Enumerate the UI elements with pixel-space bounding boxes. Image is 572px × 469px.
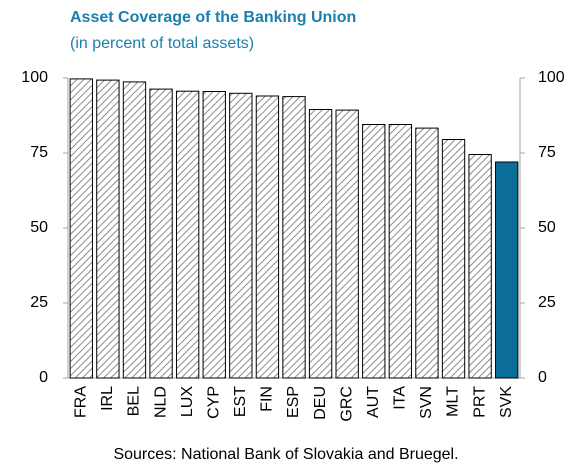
x-tick-label: ESP [285, 386, 302, 418]
bar [229, 92, 253, 379]
x-tick-label: GRC [338, 386, 355, 422]
y-tick-label: 50 [30, 219, 48, 236]
x-tick-label: FRA [73, 386, 90, 418]
bar [441, 139, 466, 379]
bar [122, 81, 147, 379]
bar [255, 95, 280, 379]
y2-tick-label: 100 [538, 69, 565, 86]
y2-tick-label: 25 [538, 294, 556, 311]
x-tick-label: SVN [418, 386, 435, 419]
x-tick-label: MLT [445, 386, 462, 417]
y-tick-label: 75 [30, 144, 48, 161]
y2-tick-label: 0 [538, 369, 547, 386]
bar [149, 88, 173, 379]
x-tick-label: PRT [471, 386, 488, 418]
chart-title: Asset Coverage of the Banking Union [70, 9, 356, 26]
bar [388, 124, 413, 379]
x-tick-label: IRL [99, 386, 116, 411]
x-tick-label: FIN [259, 386, 276, 412]
x-tick-label: BEL [126, 386, 143, 416]
bar [308, 109, 333, 379]
x-tick-label: CYP [205, 386, 222, 419]
bar [362, 124, 386, 379]
x-tick-label: AUT [365, 386, 382, 418]
bar [175, 90, 200, 379]
bar [69, 78, 93, 379]
x-tick-label: EST [232, 386, 249, 417]
x-tick-label: DEU [312, 386, 329, 420]
bar [335, 109, 359, 379]
y-tick-label: 100 [21, 69, 48, 86]
y2-tick-label: 75 [538, 144, 556, 161]
x-tick-label: NLD [152, 386, 169, 418]
bar [96, 79, 120, 379]
bar [202, 91, 226, 379]
x-tick-label: ITA [392, 386, 409, 410]
bar [282, 96, 306, 379]
x-tick-label: SVK [498, 386, 515, 418]
bar [415, 127, 439, 379]
y2-tick-label: 50 [538, 219, 556, 236]
y-tick-label: 25 [30, 294, 48, 311]
bar [495, 161, 519, 379]
bar [468, 154, 492, 379]
chart-subtitle: (in percent of total assets) [70, 35, 254, 52]
y-tick-label: 0 [39, 369, 48, 386]
x-tick-label: LUX [179, 386, 196, 417]
source-note: Sources: National Bank of Slovakia and B… [113, 446, 458, 463]
